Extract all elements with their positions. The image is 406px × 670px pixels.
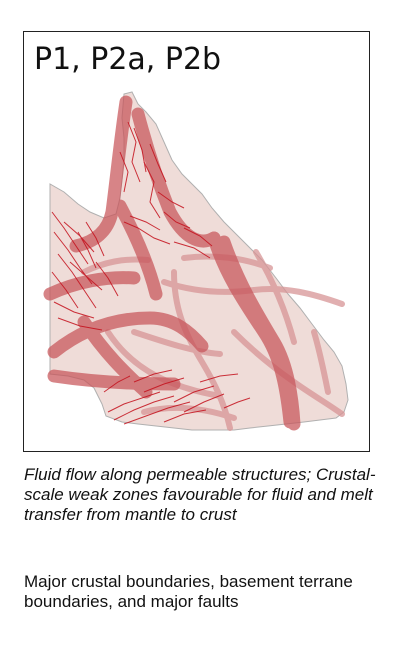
map-panel: P1, P2a, P2b: [23, 31, 370, 452]
map-caption: Fluid flow along permeable structures; C…: [24, 465, 376, 524]
major-crustal-boundaries: [43, 95, 301, 431]
major-faults: [51, 121, 251, 425]
queensland-structure-map: [43, 91, 349, 431]
map-title: P1, P2a, P2b: [34, 42, 222, 77]
map-description: Major crustal boundaries, basement terra…: [24, 572, 353, 611]
